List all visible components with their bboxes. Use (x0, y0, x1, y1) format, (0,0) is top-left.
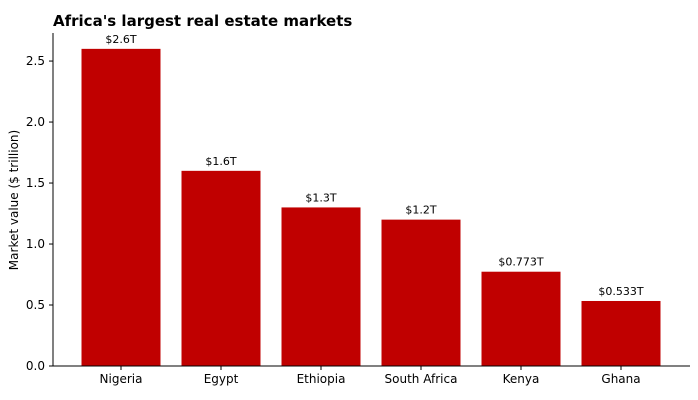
data-label: $1.2T (405, 204, 436, 217)
bar-kenya (481, 271, 561, 366)
x-tick-label: Egypt (204, 372, 239, 386)
y-tick-label: 2.5 (26, 54, 45, 68)
x-tick-label: Nigeria (100, 372, 143, 386)
data-labels-layer: $2.6T $1.6T $1.3T $1.2T $0.773T $0.533T (105, 33, 643, 298)
y-tick-label: 1.0 (26, 237, 45, 251)
data-label: $0.533T (598, 285, 643, 298)
data-label: $1.6T (205, 155, 236, 168)
x-tick-label: South Africa (385, 372, 458, 386)
data-label: $2.6T (105, 33, 136, 46)
y-tick-label: 0.5 (26, 298, 45, 312)
data-label: $1.3T (305, 191, 336, 204)
axes-layer: Nigeria Egypt Ethiopia South Africa Kenya Gha… (26, 33, 690, 386)
y-tick-label: 0.0 (26, 359, 45, 373)
bar-egypt (181, 170, 261, 366)
y-tick-label: 2.0 (26, 115, 45, 129)
y-tick-label: 1.5 (26, 176, 45, 190)
bar-ethiopia (281, 207, 361, 366)
chart-title: Africa's largest real estate markets (53, 12, 352, 30)
x-tick-label: Kenya (503, 372, 540, 386)
bar-ghana (581, 300, 661, 366)
data-label: $0.773T (498, 256, 543, 269)
x-tick-label: Ethiopia (297, 372, 346, 386)
bar-south-africa (381, 219, 461, 366)
bars-layer (81, 48, 661, 366)
y-axis-label: Market value ($ trillion) (7, 130, 21, 270)
bar-nigeria (81, 48, 161, 366)
x-tick-label: Ghana (601, 372, 640, 386)
